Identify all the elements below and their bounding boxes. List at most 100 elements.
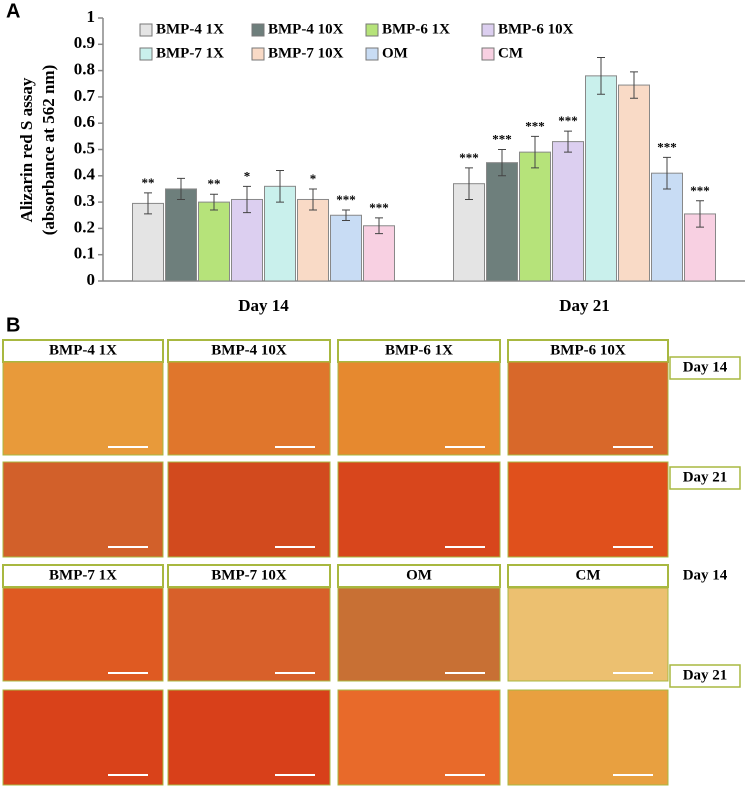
significance-label: ***	[690, 183, 710, 198]
legend-swatch	[365, 23, 379, 37]
legend-swatch	[251, 47, 265, 61]
micrograph	[2, 689, 164, 786]
micrograph-label: BMP-7 1X	[49, 567, 117, 583]
micrograph-label: BMP-6 10X	[550, 342, 626, 358]
micrograph	[167, 587, 331, 682]
bar	[618, 84, 650, 282]
bar	[552, 141, 584, 282]
label-box	[507, 564, 669, 588]
row-label-box	[669, 466, 741, 490]
panel-label: B	[6, 314, 20, 336]
error-bar	[696, 200, 704, 228]
micrograph-label: OM	[406, 567, 432, 583]
micrograph	[507, 361, 669, 456]
error-bar	[375, 217, 383, 235]
significance-label: ***	[459, 150, 479, 165]
row-label-box	[669, 356, 741, 380]
error-bar	[564, 130, 572, 153]
error-bar	[243, 185, 251, 214]
legend-label: BMP-4 10X	[268, 21, 344, 37]
bar	[651, 172, 683, 282]
micrograph	[2, 461, 164, 558]
label-box	[2, 564, 164, 588]
y-tick-label: 0.3	[74, 191, 95, 210]
legend-label: BMP-7 1X	[156, 45, 224, 61]
significance-label: ***	[558, 113, 578, 128]
error-bar	[210, 193, 218, 211]
y-tick-label: 0.1	[74, 244, 95, 263]
y-tick-label: 0.5	[74, 138, 95, 157]
bar	[585, 75, 617, 282]
micrograph-label: BMP-6 1X	[385, 342, 453, 358]
micrograph	[507, 587, 669, 682]
micrograph	[337, 461, 501, 558]
y-tick-label: 0.2	[74, 217, 95, 236]
legend-swatch	[481, 47, 495, 61]
error-bar	[531, 135, 539, 169]
micrograph	[167, 461, 331, 558]
x-tick-label: Day 14	[238, 296, 289, 315]
x-tick-label: Day 21	[559, 296, 610, 315]
row-label: Day 14	[683, 359, 728, 375]
micrograph	[2, 361, 164, 456]
error-bar	[597, 56, 605, 95]
row-label: Day 14	[683, 567, 728, 583]
bar	[330, 214, 362, 282]
significance-label: ***	[492, 131, 512, 146]
legend-label: OM	[382, 45, 408, 61]
legend-label: BMP-7 10X	[268, 45, 344, 61]
significance-label: *	[310, 171, 317, 186]
significance-label: ***	[369, 200, 389, 215]
error-bar	[630, 71, 638, 99]
label-box	[167, 564, 331, 588]
legend-label: BMP-6 1X	[382, 21, 450, 37]
y-tick-label: 0.9	[74, 33, 95, 52]
significance-label: ***	[657, 139, 677, 154]
micrograph	[2, 587, 164, 682]
legend-swatch	[139, 23, 153, 37]
micrograph-label: BMP-4 10X	[211, 342, 287, 358]
y-tick-label: 0.6	[74, 112, 95, 131]
legend-swatch	[251, 23, 265, 37]
micrograph-label: CM	[576, 567, 601, 583]
bar	[519, 151, 551, 282]
bar	[363, 225, 395, 282]
row-label: Day 21	[683, 469, 728, 485]
row-label-box	[669, 664, 741, 688]
micrograph	[337, 587, 501, 682]
significance-label: ***	[336, 192, 356, 207]
micrograph	[507, 461, 669, 558]
significance-label: **	[208, 176, 221, 191]
label-box	[337, 564, 501, 588]
micrograph	[167, 689, 331, 786]
micrograph	[507, 689, 669, 786]
y-tick-label: 0.4	[74, 165, 96, 184]
error-bar	[276, 170, 284, 203]
error-bar	[498, 149, 506, 177]
error-bar	[177, 177, 185, 200]
micrograph-label: BMP-4 1X	[49, 342, 117, 358]
error-bar	[144, 192, 152, 215]
legend-label: BMP-6 10X	[498, 21, 574, 37]
y-tick-label: 0.8	[74, 60, 95, 79]
error-bar	[342, 209, 350, 222]
legend-label: CM	[498, 45, 523, 61]
bar	[132, 202, 164, 282]
bar	[165, 188, 197, 282]
legend-label: BMP-4 1X	[156, 21, 224, 37]
micrograph	[337, 689, 501, 786]
significance-label: ***	[525, 118, 545, 133]
panel-label: A	[6, 0, 20, 22]
y-axis-label: Alizarin red S assay	[17, 77, 36, 222]
micrograph-label: BMP-7 10X	[211, 567, 287, 583]
error-bar	[663, 156, 671, 190]
micrograph	[337, 361, 501, 456]
significance-label: *	[244, 168, 251, 183]
legend-swatch	[139, 47, 153, 61]
bar	[198, 201, 230, 282]
row-label: Day 21	[683, 667, 728, 683]
y-tick-label: 1	[87, 7, 96, 26]
bar	[486, 162, 518, 282]
significance-label: **	[142, 175, 155, 190]
